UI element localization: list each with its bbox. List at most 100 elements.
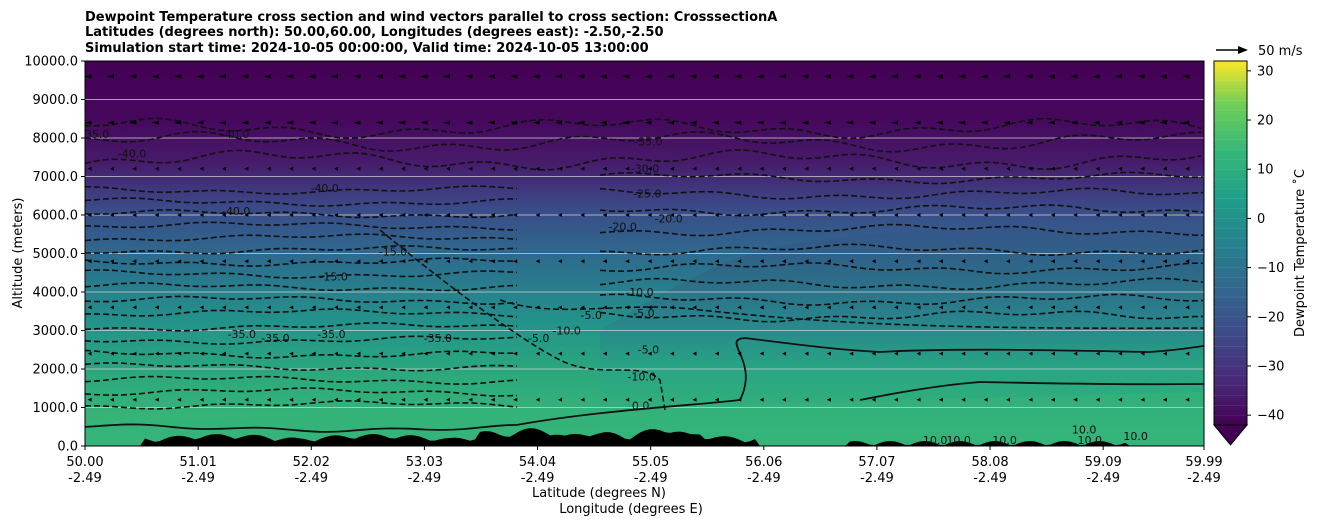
y-tick-label: 1000.0 (33, 401, 79, 416)
wind-vector (334, 259, 339, 264)
wind-vector (711, 120, 719, 125)
wind-vector (401, 259, 406, 264)
wind-vector (894, 305, 899, 310)
wind-vector (558, 305, 563, 310)
wind-vector (916, 213, 921, 217)
wind-vector (580, 213, 585, 217)
wind-vector (804, 259, 809, 264)
wind-vector (199, 259, 204, 264)
wind-vector (378, 213, 383, 217)
wind-vector (1118, 305, 1123, 310)
wind-vector (826, 166, 831, 171)
x-axis: 50.00-2.4951.01-2.4952.02-2.4953.03-2.49… (66, 446, 1223, 486)
wind-vector (154, 351, 159, 356)
wind-vector (513, 351, 518, 356)
wind-vector (647, 213, 652, 217)
wind-vector (244, 305, 249, 310)
wind-vector (625, 397, 630, 402)
wind-vector (871, 213, 876, 217)
wind-vector (222, 397, 227, 402)
x-tick-label-lon: -2.49 (973, 471, 1007, 486)
chart-title-line-3: Simulation start time: 2024-10-05 00:00:… (85, 41, 649, 56)
x-tick-label-lon: -2.49 (634, 471, 668, 486)
contour-label: -35.0 (634, 136, 662, 149)
wind-vector (1028, 213, 1033, 217)
wind-vector (1073, 305, 1078, 310)
terrain (85, 428, 1204, 446)
wind-vector (446, 351, 451, 356)
wind-vector (1159, 74, 1167, 79)
wind-vector (1028, 305, 1033, 310)
wind-vector (219, 74, 227, 79)
near-surface-band (85, 392, 1204, 446)
contour-line (379, 229, 666, 411)
contour-line (599, 187, 1204, 200)
plot-area: -35.0 -40.0 -40.0 -40.0 -40.0 -15.0 -15.0 -35.0… (85, 61, 1204, 446)
wind-vector (1028, 351, 1033, 356)
wind-vector (849, 166, 854, 171)
wind-vector (535, 351, 540, 356)
wind-vector (1118, 397, 1123, 402)
wind-vector (916, 259, 921, 264)
wind-vector (177, 351, 182, 356)
wind-vector (1185, 166, 1190, 171)
wind-vector (938, 351, 943, 356)
wind-vector (1028, 259, 1033, 264)
contour-label: -40.0 (118, 147, 146, 160)
wind-vector (1115, 74, 1123, 79)
wind-vector (289, 166, 294, 171)
wind-vector (916, 305, 921, 310)
x-axis-label-longitude: Longitude (degrees E) (559, 502, 703, 517)
wind-vector (826, 305, 831, 310)
wind-vector (737, 166, 742, 171)
colorbar-extend-min-icon (1212, 424, 1249, 446)
wind-vector (151, 120, 159, 125)
wind-vector (311, 397, 316, 402)
contour-label: 10.0 (1123, 430, 1148, 443)
x-tick-label-lon: -2.49 (521, 471, 555, 486)
wind-vector (894, 213, 899, 217)
wind-vector (1162, 166, 1167, 171)
wind-vector (1073, 213, 1078, 217)
wind-vector (423, 351, 428, 356)
wind-vector (1118, 351, 1123, 356)
wind-vector (737, 213, 742, 217)
wind-vector (107, 120, 115, 125)
wind-vector (602, 305, 607, 310)
contour-line (599, 293, 1204, 306)
wind-vector (980, 74, 988, 79)
x-tick-label-lat: 58.08 (971, 455, 1008, 470)
wind-vector (356, 259, 361, 264)
contour-line (85, 185, 518, 195)
wind-vector (353, 120, 361, 125)
wind-vector (894, 351, 899, 356)
wind-vector (580, 305, 585, 310)
contour-label: -40.0 (310, 182, 338, 195)
wind-vector (1162, 305, 1167, 310)
wind-vector (356, 397, 361, 402)
wind-vector (199, 305, 204, 310)
wind-vector (759, 305, 764, 310)
wind-vector (958, 120, 966, 125)
colorbar-tick-label: −40 (1257, 409, 1284, 424)
wind-vector (177, 213, 182, 217)
x-tick-label-lon: -2.49 (408, 471, 442, 486)
contour-line (85, 400, 518, 410)
y-tick-label: 4000.0 (33, 286, 79, 301)
wind-vector (401, 213, 406, 217)
contour-line (599, 171, 1204, 185)
wind-vector (692, 397, 697, 402)
wind-vector (625, 213, 630, 217)
wind-vector (625, 166, 630, 171)
wind-vector (599, 74, 607, 79)
wind-vector (737, 305, 742, 310)
x-tick-label-lon: -2.49 (860, 471, 894, 486)
contour-line (85, 221, 518, 231)
x-tick-label-lat: 54.04 (519, 455, 556, 470)
wind-vector (199, 166, 204, 171)
contour-label: -20.0 (654, 213, 682, 226)
wind-vector (446, 166, 451, 171)
wind-vector (913, 120, 921, 125)
wind-vector (378, 259, 383, 264)
